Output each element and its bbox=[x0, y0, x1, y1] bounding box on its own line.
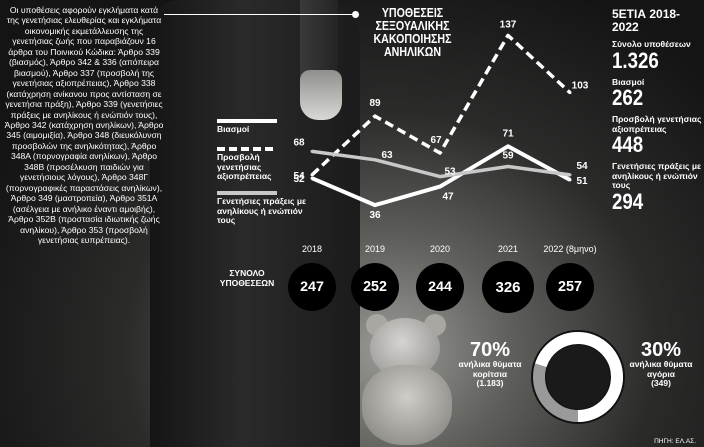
data-label: 36 bbox=[369, 210, 381, 221]
data-point bbox=[310, 173, 314, 177]
data-point bbox=[373, 158, 377, 162]
x-tick-label: 2022 (8μηνο) bbox=[543, 244, 596, 254]
data-label: 51 bbox=[576, 176, 588, 187]
data-label: 71 bbox=[502, 128, 514, 139]
background-hand bbox=[300, 70, 342, 120]
x-tick-label: 2020 bbox=[430, 244, 450, 254]
legend-acts: Γενετήσιες πράξεις με ανηλίκους ή ενώπιό… bbox=[217, 196, 307, 225]
data-point bbox=[373, 203, 377, 207]
boys-count: (349) bbox=[651, 378, 671, 388]
summary-label-dignity: Προσβολή γενετήσιας αξιοπρέπειας bbox=[612, 114, 702, 134]
data-point bbox=[438, 185, 442, 189]
girls-share: 70% ανήλικα θύματα κορίτσια (1.183) bbox=[455, 340, 525, 389]
total-bubble: 244 bbox=[416, 263, 464, 311]
data-point bbox=[438, 151, 442, 155]
total-bubble: 252 bbox=[350, 262, 400, 312]
x-tick-label: 2018 bbox=[302, 244, 322, 254]
summary-column: 5ΕΤΙΑ 2018-2022 Σύνολο υποθέσεων 1.326 Β… bbox=[612, 8, 702, 213]
totals-label: ΣΥΝΟΛΟ ΥΠΟΘΕΣΕΩΝ bbox=[219, 268, 275, 288]
legend-swatch-dignity bbox=[217, 147, 277, 151]
legend-swatch-acts bbox=[217, 191, 277, 195]
summary-label-total: Σύνολο υποθέσεων bbox=[612, 39, 691, 49]
note-connector-dot bbox=[352, 11, 359, 18]
girls-pct: 70% bbox=[469, 339, 511, 361]
data-label: 47 bbox=[442, 192, 454, 203]
summary-value-total: 1.326 bbox=[612, 47, 659, 73]
legal-articles-note: Οι υποθέσεις αφορούν εγκλήματα κατά της … bbox=[4, 5, 164, 245]
legend-swatch-rapes bbox=[217, 119, 277, 123]
data-label: 59 bbox=[502, 151, 514, 162]
data-label: 54 bbox=[293, 171, 305, 182]
data-point bbox=[568, 178, 572, 182]
summary-value-dignity: 448 bbox=[612, 132, 644, 157]
data-label: 53 bbox=[444, 167, 456, 178]
data-point bbox=[506, 33, 510, 37]
donut-hole bbox=[546, 345, 610, 409]
data-label: 54 bbox=[576, 161, 588, 172]
data-point bbox=[438, 175, 442, 179]
legend-rapes: Βιασμοί bbox=[217, 124, 250, 134]
series-line bbox=[311, 149, 571, 179]
chart-title: ΥΠΟΘΕΣΕΙΣ ΣΕΞΟΥΑΛΙΚΗΣ ΚΑΚΟΠΟΙΗΣΗΣ ΑΝΗΛΙΚ… bbox=[373, 5, 452, 59]
summary-label-acts: Γενετήσιες πράξεις με ανηλίκους ή ενώπιό… bbox=[612, 161, 702, 190]
summary-heading: 5ΕΤΙΑ 2018-2022 bbox=[612, 7, 681, 34]
data-label: 137 bbox=[500, 19, 517, 30]
data-point bbox=[506, 165, 510, 168]
data-label: 103 bbox=[572, 81, 589, 92]
x-tick-label: 2019 bbox=[365, 244, 385, 254]
data-point bbox=[310, 176, 314, 180]
total-bubble: 257 bbox=[545, 262, 595, 312]
summary-value-acts: 294 bbox=[612, 188, 644, 214]
girls-count: (1.183) bbox=[476, 378, 504, 388]
data-point bbox=[373, 114, 377, 118]
legend-dignity: Προσβολή γενετήσιας αξιοπρέπειας bbox=[217, 152, 272, 181]
summary-value-rapes: 262 bbox=[612, 85, 644, 110]
source-credit: ΠΗΓΗ: ΕΛ.ΑΣ. bbox=[654, 438, 696, 445]
data-label: 67 bbox=[430, 135, 442, 146]
boys-pct: 30% bbox=[640, 339, 682, 361]
data-point bbox=[506, 144, 510, 148]
boys-label: ανήλικα θύματα αγόρια bbox=[629, 359, 693, 379]
gender-donut-chart bbox=[531, 330, 625, 424]
data-point bbox=[568, 91, 572, 95]
x-tick-label: 2021 bbox=[498, 244, 518, 254]
total-bubble: 247 bbox=[287, 262, 337, 312]
total-bubble: 326 bbox=[482, 261, 534, 313]
data-label: 68 bbox=[293, 137, 305, 148]
data-label: 52 bbox=[293, 174, 305, 185]
data-label: 89 bbox=[369, 98, 381, 109]
data-point bbox=[310, 149, 314, 153]
summary-label-rapes: Βιασμοί bbox=[612, 76, 645, 87]
data-label: 63 bbox=[381, 150, 393, 161]
teddy-bear-body bbox=[362, 365, 452, 445]
donut-slice-girls bbox=[533, 332, 623, 422]
note-connector-line bbox=[164, 14, 354, 15]
boys-share: 30% ανήλικα θύματα αγόρια (349) bbox=[626, 340, 696, 389]
girls-label: ανήλικα θύματα κορίτσια bbox=[458, 359, 522, 379]
data-point bbox=[568, 173, 572, 177]
